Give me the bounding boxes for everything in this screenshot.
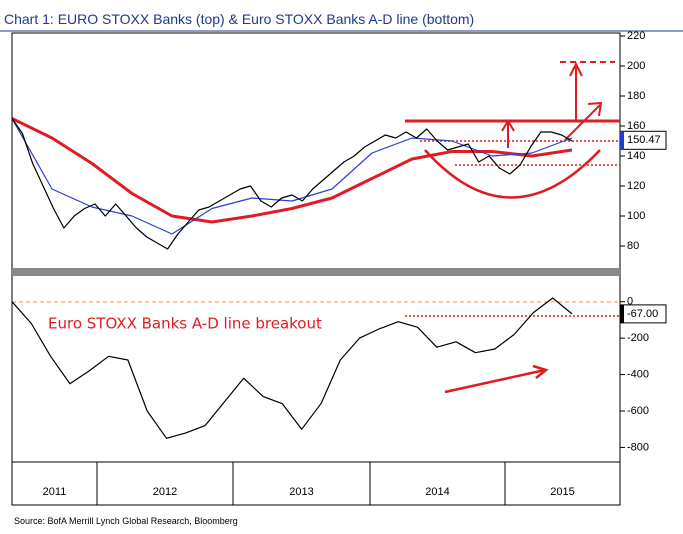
y-tick-label: -600 [627,405,649,417]
y-tick-label: 140 [627,150,645,162]
series-line [11,118,573,250]
year-dividers [96,462,506,505]
series-line [11,118,573,235]
x-tick-label: 2012 [153,486,177,498]
cup-curve [424,149,601,199]
arrow [564,101,603,141]
arrow [569,61,583,121]
y-tick-label: 80 [627,240,639,252]
last-value-flag [620,304,624,323]
annotation: Euro STOXX Banks A-D line breakout [48,315,322,333]
arrow [501,119,515,148]
last-value-flag [620,131,624,150]
y-tick-label: 200 [627,60,645,72]
y-tick-label: -400 [627,368,649,380]
y-tick-label: 0 [627,296,633,308]
x-tick-label: 2013 [289,486,313,498]
x-tick-label: 2014 [425,486,449,498]
y-tick-label: 100 [627,210,645,222]
series-line [11,297,573,439]
panel-divider [12,268,620,276]
source: Source: BofA Merrill Lynch Global Resear… [14,516,238,526]
last-value-label: -67.00 [627,308,658,320]
annotations [12,61,620,394]
y-tick-label: 160 [627,120,645,132]
chart-title: Chart 1: EURO STOXX Banks (top) & Euro S… [4,11,474,27]
x-tick-label: 2015 [550,486,574,498]
arrow [444,364,549,394]
series-line [11,117,573,224]
y-tick-label: -200 [627,332,649,344]
y-tick-label: 180 [627,90,645,102]
x-tick-label: 2011 [43,486,67,498]
y-tick-label: -800 [627,441,649,453]
y-tick-label: 120 [627,180,645,192]
y-tick-label: 220 [627,30,645,42]
last-value-label: 150.47 [627,134,661,146]
